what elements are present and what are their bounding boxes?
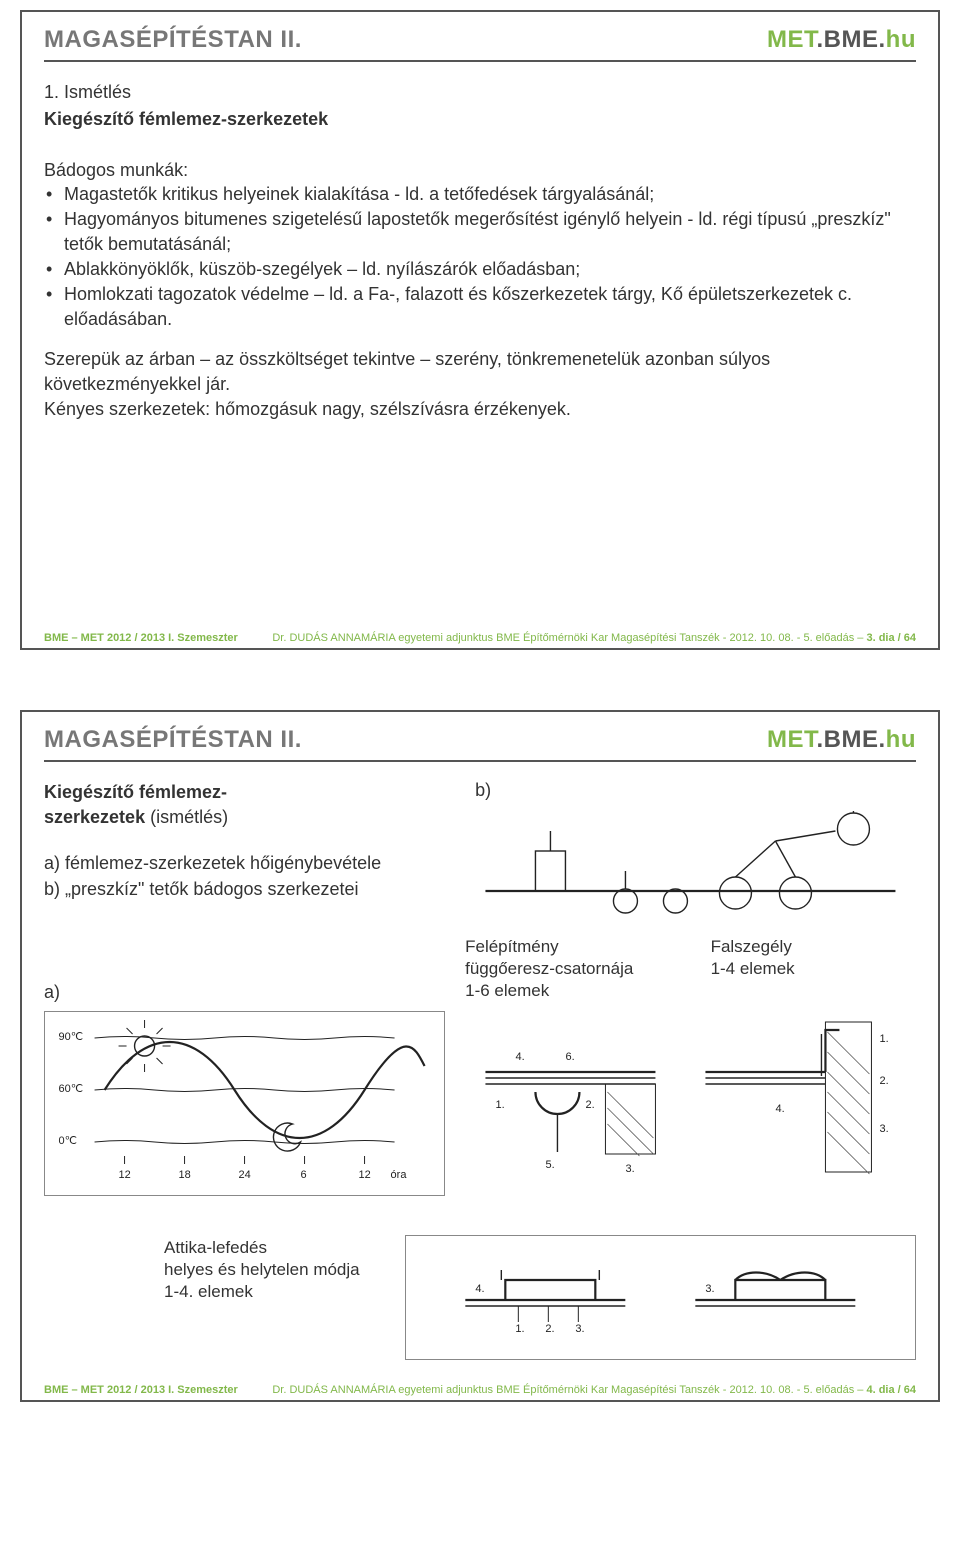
svg-text:3.: 3. <box>576 1323 585 1335</box>
svg-text:2.: 2. <box>586 1099 595 1111</box>
heading-line-2: szerkezetek <box>44 807 150 827</box>
course-title: MAGASÉPÍTÉSTAN II. <box>44 726 302 754</box>
paragraph-2: Kényes szerkezetek: hőmozgásuk nagy, szé… <box>44 397 916 422</box>
cap-line: függőeresz-csatornája <box>465 958 670 980</box>
svg-text:3.: 3. <box>706 1283 715 1295</box>
x-label: 24 <box>239 1169 251 1181</box>
slide-body: 1. Ismétlés Kiegészítő fémlemez-szerkeze… <box>44 80 916 422</box>
cap-line: 1-6 elemek <box>465 980 670 1002</box>
svg-text:4.: 4. <box>516 1051 525 1063</box>
slide-header: MAGASÉPÍTÉSTAN II. MET.BME.hu <box>44 26 916 62</box>
svg-text:1.: 1. <box>880 1033 889 1045</box>
heading-paren: (ismétlés) <box>150 807 228 827</box>
two-column-layout: Kiegészítő fémlemez- szerkezetek (ismétl… <box>44 780 916 1197</box>
svg-text:6.: 6. <box>566 1051 575 1063</box>
bullet-item: Ablakkönyöklők, küszöb-szegélyek – ld. n… <box>44 257 916 282</box>
cap-line: Falszegély <box>711 936 916 958</box>
svg-text:1.: 1. <box>516 1323 525 1335</box>
caption-2: Falszegély 1-4 elemek <box>711 936 916 1002</box>
cap-line: Attika-lefedés <box>164 1237 375 1259</box>
x-label: 18 <box>179 1169 191 1181</box>
bullet-item: Homlokzati tagozatok védelme – ld. a Fa-… <box>44 282 916 332</box>
bullet-item: Hagyományos bitumenes szigetelésű lapost… <box>44 207 916 257</box>
diagram-b-top <box>465 811 916 926</box>
heading-line-1: Kiegészítő fémlemez- <box>44 782 227 802</box>
logo-met: MET <box>767 726 817 753</box>
label-a: a) <box>44 982 445 1003</box>
x-label: 12 <box>119 1169 131 1181</box>
svg-text:3.: 3. <box>626 1163 635 1175</box>
label-b: b) <box>475 780 916 801</box>
bullet-list: Magastetők kritikus helyeinek kialakítás… <box>44 182 916 331</box>
svg-text:2.: 2. <box>546 1323 555 1335</box>
y-label: 0℃ <box>59 1135 77 1147</box>
slide-1: MAGASÉPÍTÉSTAN II. MET.BME.hu 1. Ismétlé… <box>20 10 940 650</box>
caption-1: Felépítmény függőeresz-csatornája 1-6 el… <box>465 936 670 1002</box>
footer-left: BME – MET 2012 / 2013 I. Szemeszter <box>44 632 238 644</box>
footer-left-text: BME – MET 2012 / 2013 I. Szemeszter <box>44 1384 238 1396</box>
slide-footer: BME – MET 2012 / 2013 I. Szemeszter Dr. … <box>44 632 916 644</box>
y-label: 60℃ <box>59 1083 84 1095</box>
course-title: MAGASÉPÍTÉSTAN II. <box>44 26 302 54</box>
slide-header: MAGASÉPÍTÉSTAN II. MET.BME.hu <box>44 726 916 762</box>
footer-right-num: 4. <box>866 1384 875 1396</box>
logo-hu: hu <box>886 726 916 753</box>
caption-row: Felépítmény függőeresz-csatornája 1-6 el… <box>465 926 916 1002</box>
left-column: Kiegészítő fémlemez- szerkezetek (ismétl… <box>44 780 445 1197</box>
footer-right: Dr. DUDÁS ANNAMÁRIA egyetemi adjunktus B… <box>272 632 916 644</box>
subhead: Bádogos munkák: <box>44 158 916 183</box>
svg-text:1.: 1. <box>496 1099 505 1111</box>
cap-line: 1-4. elemek <box>164 1281 375 1303</box>
x-label: 6 <box>301 1169 307 1181</box>
x-label: 12 <box>359 1169 371 1181</box>
logo: MET.BME.hu <box>767 726 916 754</box>
bottom-block: Attika-lefedés helyes és helytelen módja… <box>44 1227 916 1360</box>
svg-text:4.: 4. <box>776 1103 785 1115</box>
footer-left-text: BME – MET 2012 / 2013 I. Szemeszter <box>44 632 238 644</box>
svg-text:3.: 3. <box>880 1123 889 1135</box>
bullet-item: Magastetők kritikus helyeinek kialakítás… <box>44 182 916 207</box>
footer-right-pre: Dr. DUDÁS ANNAMÁRIA egyetemi adjunktus B… <box>272 1384 866 1396</box>
x-label: óra <box>391 1169 408 1181</box>
footer-right-pre: Dr. DUDÁS ANNAMÁRIA egyetemi adjunktus B… <box>272 632 866 644</box>
diagram-a-thermal: 90℃ 60℃ 0℃ <box>44 1011 445 1196</box>
footer-right-post: dia / 64 <box>876 632 916 644</box>
logo-met: MET <box>767 26 817 53</box>
logo: MET.BME.hu <box>767 26 916 54</box>
svg-text:5.: 5. <box>546 1159 555 1171</box>
paragraph-1: Szerepük az árban – az összköltséget tek… <box>44 347 916 397</box>
caption-3: Attika-lefedés helyes és helytelen módja… <box>44 1237 375 1303</box>
diagram-attic: 4. 1. 2. 3. 3. <box>405 1235 916 1360</box>
list-item-a: a) fémlemez-szerkezetek hőigénybevétele <box>44 850 445 876</box>
diagram-b-details: 4. 6. 1. 2. 5. 3. <box>465 1012 916 1197</box>
footer-right: Dr. DUDÁS ANNAMÁRIA egyetemi adjunktus B… <box>272 1384 916 1396</box>
svg-text:2.: 2. <box>880 1075 889 1087</box>
left-heading: Kiegészítő fémlemez- szerkezetek (ismétl… <box>44 780 445 830</box>
footer-left: BME – MET 2012 / 2013 I. Szemeszter <box>44 1384 238 1396</box>
cap-line: helyes és helytelen módja <box>164 1259 375 1281</box>
list-item-b: b) „preszkíz" tetők bádogos szerkezetei <box>44 876 445 902</box>
logo-bme: .BME. <box>817 26 886 53</box>
slide-footer: BME – MET 2012 / 2013 I. Szemeszter Dr. … <box>44 1384 916 1396</box>
logo-hu: hu <box>886 26 916 53</box>
footer-right-num: 3. <box>866 632 875 644</box>
cap-line: 1-4 elemek <box>711 958 916 980</box>
heading-line-1: 1. Ismétlés <box>44 80 916 105</box>
right-column: b) <box>465 780 916 1197</box>
logo-bme: .BME. <box>817 726 886 753</box>
heading-line-2: Kiegészítő fémlemez-szerkezetek <box>44 107 916 132</box>
cap-line: Felépítmény <box>465 936 670 958</box>
left-list: a) fémlemez-szerkezetek hőigénybevétele … <box>44 850 445 902</box>
y-label: 90℃ <box>59 1031 84 1043</box>
footer-right-post: dia / 64 <box>876 1384 916 1396</box>
slide-2: MAGASÉPÍTÉSTAN II. MET.BME.hu Kiegészítő… <box>20 710 940 1402</box>
svg-text:4.: 4. <box>476 1283 485 1295</box>
